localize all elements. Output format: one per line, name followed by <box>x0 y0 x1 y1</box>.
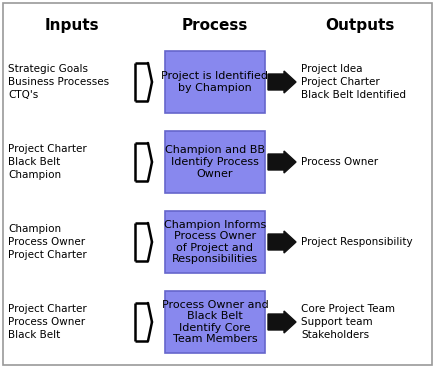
Text: Project Responsibility: Project Responsibility <box>300 237 412 247</box>
Text: Support team: Support team <box>300 317 372 327</box>
Text: Process: Process <box>181 18 248 33</box>
Bar <box>164 131 264 193</box>
Text: Process Owner: Process Owner <box>8 237 85 247</box>
Text: Inputs: Inputs <box>45 18 99 33</box>
FancyArrow shape <box>267 151 295 173</box>
Bar <box>164 291 264 353</box>
Text: Project Charter: Project Charter <box>8 250 86 260</box>
Text: Project Charter: Project Charter <box>300 77 379 87</box>
Text: CTQ's: CTQ's <box>8 90 38 100</box>
Text: Champion and BB
Identify Process
Owner: Champion and BB Identify Process Owner <box>164 145 264 178</box>
Text: Black Belt: Black Belt <box>8 330 60 340</box>
Text: Project Charter: Project Charter <box>8 304 86 314</box>
Text: Champion Informs
Process Owner
of Project and
Responsibilities: Champion Informs Process Owner of Projec… <box>164 220 266 264</box>
Text: Process Owner and
Black Belt
Identify Core
Team Members: Process Owner and Black Belt Identify Co… <box>161 300 268 344</box>
Text: Outputs: Outputs <box>325 18 394 33</box>
Text: Champion: Champion <box>8 224 61 234</box>
Text: Process Owner: Process Owner <box>300 157 377 167</box>
Bar <box>164 51 264 113</box>
Text: Black Belt Identified: Black Belt Identified <box>300 90 405 100</box>
Text: Project Idea: Project Idea <box>300 64 362 74</box>
Text: Project Charter: Project Charter <box>8 144 86 154</box>
Text: Project is Identified
by Champion: Project is Identified by Champion <box>161 71 268 93</box>
FancyArrow shape <box>267 311 295 333</box>
Text: Champion: Champion <box>8 170 61 180</box>
Text: Process Owner: Process Owner <box>8 317 85 327</box>
Text: Core Project Team: Core Project Team <box>300 304 394 314</box>
Text: Stakeholders: Stakeholders <box>300 330 368 340</box>
Text: Business Processes: Business Processes <box>8 77 109 87</box>
Bar <box>164 211 264 273</box>
FancyArrow shape <box>267 71 295 93</box>
FancyArrow shape <box>267 231 295 253</box>
Text: Strategic Goals: Strategic Goals <box>8 64 88 74</box>
Text: Black Belt: Black Belt <box>8 157 60 167</box>
